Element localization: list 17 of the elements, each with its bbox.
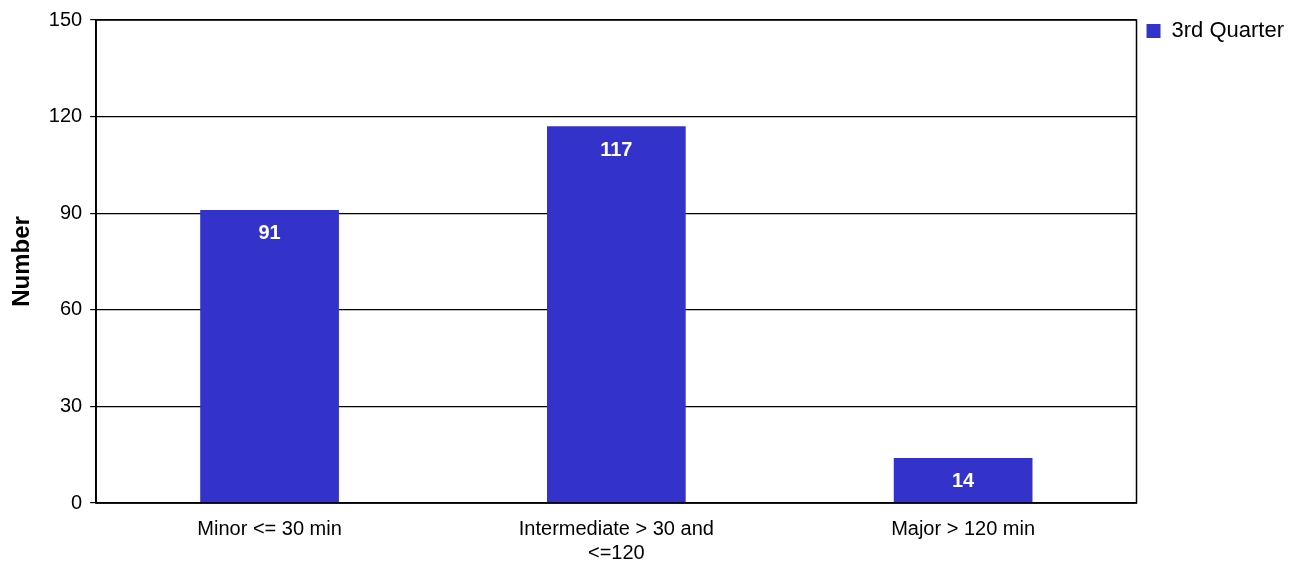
x-tick-label: Intermediate > 30 and <=120: [518, 516, 714, 563]
data-label: 91: [258, 221, 281, 244]
x-tick-label: Minor <= 30 min: [197, 516, 342, 539]
data-label: 14: [951, 469, 976, 492]
x-tick-label: Major > 120 min: [891, 516, 1036, 539]
y-tick-label: 120: [48, 104, 83, 127]
y-tick-label: 150: [48, 7, 83, 30]
y-tick-label: 60: [59, 297, 83, 320]
bar: [546, 126, 686, 503]
legend-label: 3rd Quarter: [1171, 17, 1285, 43]
y-tick-label: 0: [71, 490, 83, 513]
data-label: 117: [600, 137, 633, 160]
bar: [893, 457, 1033, 503]
y-axis-title: Number: [7, 216, 35, 307]
bar: [200, 209, 339, 503]
y-tick-label: 30: [59, 393, 83, 416]
y-tick-label: 90: [59, 200, 83, 223]
